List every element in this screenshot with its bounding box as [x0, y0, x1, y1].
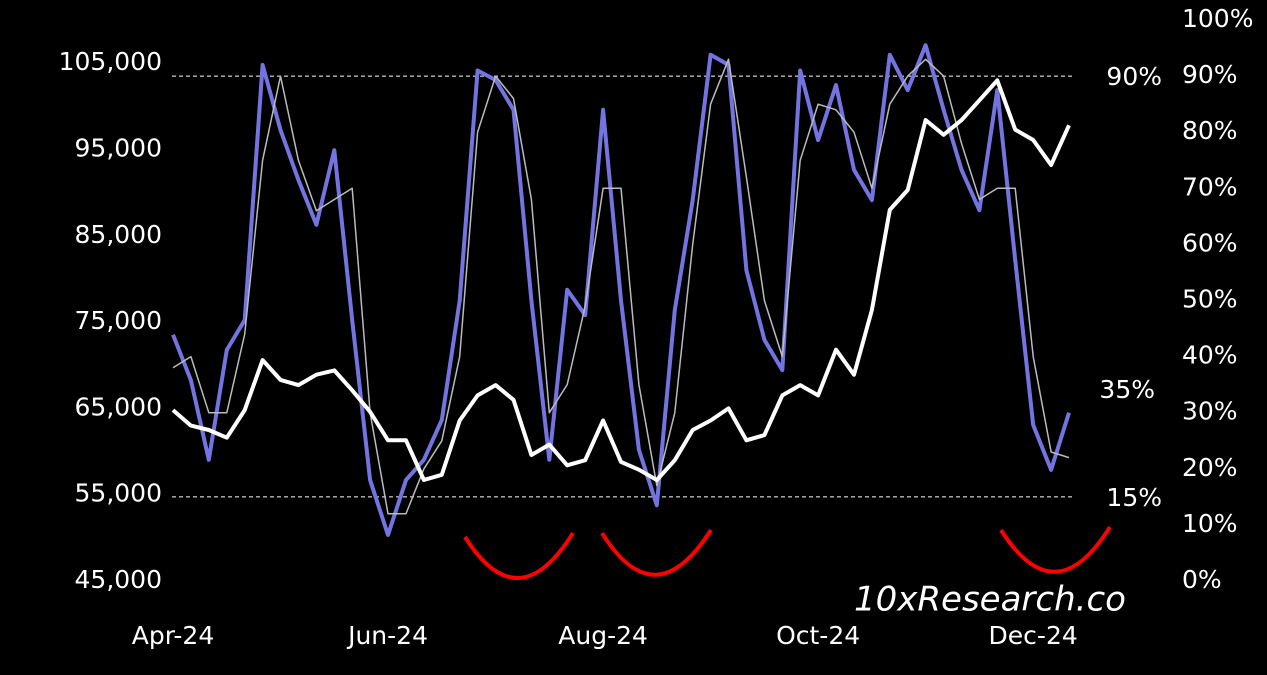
x-tick-label: Apr-24: [132, 621, 214, 650]
y2-tick-label: 30%: [1182, 397, 1238, 426]
y-tick-label: 85,000: [75, 220, 162, 249]
y2-tick-label: 40%: [1182, 341, 1238, 370]
series-line: [171, 78, 1071, 482]
series-line: [172, 58, 1070, 515]
y2-tick-label: 0%: [1182, 565, 1222, 594]
x-tick-label: Jun-24: [346, 621, 428, 650]
annotation: 35%: [1099, 375, 1155, 404]
y2-tick-label: 20%: [1182, 453, 1238, 482]
highlight-arc: [600, 528, 713, 577]
series-line: [171, 43, 1071, 537]
reference-label: 15%: [1106, 483, 1162, 512]
y2-tick-label: 90%: [1182, 60, 1238, 89]
highlight-arc: [463, 531, 575, 580]
y2-tick-label: 80%: [1182, 116, 1238, 145]
y2-tick-label: 10%: [1182, 509, 1238, 538]
watermark: 10xResearch.co: [854, 580, 1126, 620]
y-tick-label: 75,000: [75, 306, 162, 335]
y2-tick-label: 50%: [1182, 285, 1238, 314]
highlight-arc: [999, 525, 1112, 574]
y-tick-label: 65,000: [75, 392, 162, 421]
y2-tick-label: 60%: [1182, 228, 1238, 257]
y-tick-label: 95,000: [75, 133, 162, 162]
x-tick-label: Dec-24: [989, 621, 1078, 650]
x-tick-label: Aug-24: [558, 621, 648, 650]
y-tick-label: 105,000: [59, 47, 162, 76]
y2-tick-label: 70%: [1182, 172, 1238, 201]
y2-tick-label: 100%: [1182, 4, 1253, 33]
x-tick-label: Oct-24: [776, 621, 860, 650]
y-tick-label: 55,000: [75, 479, 162, 508]
y-tick-label: 45,000: [75, 565, 162, 594]
reference-label: 90%: [1106, 62, 1162, 91]
